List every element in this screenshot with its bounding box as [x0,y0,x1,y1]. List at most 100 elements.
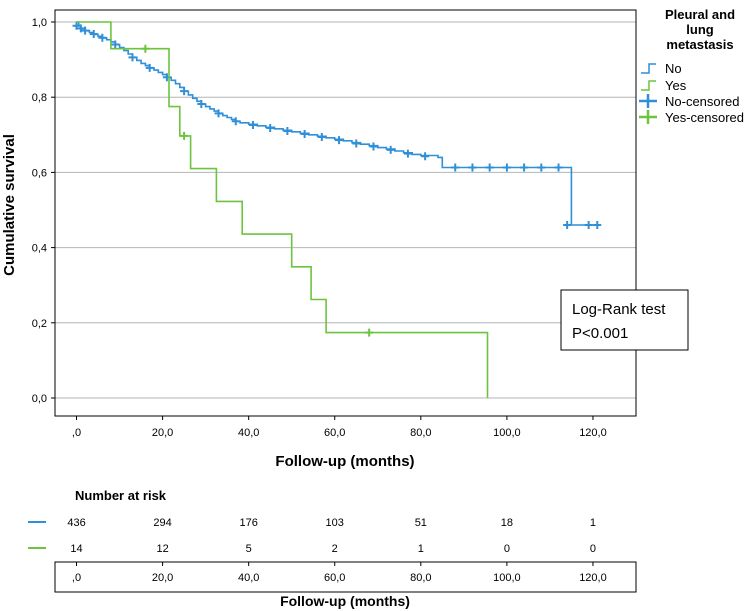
legend-title-line-2: lung [686,22,713,37]
y-tick-label: 0,8 [32,92,47,104]
censor-mark-no [403,149,412,158]
km-line-yes [76,21,489,398]
censor-mark-no [421,152,430,161]
legend-title-line-1: Pleural and [665,7,735,22]
censor-mark-no [352,139,361,148]
risk-x-tick-label: 80,0 [410,572,431,584]
risk-count: 12 [156,543,168,555]
censor-mark-no [128,53,137,62]
legend-swatch [641,63,656,74]
censor-mark-yes [141,44,150,53]
legend-label: Yes-censored [665,110,744,125]
censor-mark-no [214,109,223,118]
censor-mark-no [180,87,189,96]
censor-mark-no [520,163,529,172]
risk-x-tick-label: 20,0 [152,572,173,584]
risk-x-tick-label: ,0 [72,572,81,584]
censor-mark-no [145,63,154,72]
censor-mark-no [451,163,460,172]
y-tick-label: 0,2 [32,318,47,330]
censor-mark-no [593,221,602,230]
censor-mark-no [283,127,292,136]
risk-count: 0 [504,543,510,555]
legend-label: Yes [665,78,687,93]
risk-count: 2 [332,543,338,555]
censor-mark-no [89,30,98,39]
risk-table-frame [54,561,637,593]
risk-x-tick-label: 100,0 [493,572,521,584]
censor-mark-no [468,163,477,172]
censor-mark-no [111,40,120,49]
legend: Pleural and lung metastasis No YesNo-cens… [639,7,744,125]
legend-label: No [665,61,682,76]
risk-x-tick-label: 120,0 [579,572,607,584]
risk-x-tick-label: 40,0 [238,572,259,584]
x-tick-label: 40,0 [238,427,259,439]
censor-mark-no [317,133,326,142]
censor-mark-no [98,33,107,42]
risk-count: 294 [153,517,171,529]
x-tick-label: 120,0 [579,427,607,439]
legend-label: No-censored [665,94,739,109]
censor-mark-no [76,24,85,33]
risk-count: 1 [590,517,596,529]
risk-rows: 436 294 176 103 51 18 1 14 12 5 2 1 0 0 [28,517,596,555]
x-axis-title: Follow-up (months) [275,453,414,470]
y-tick-label: 0,4 [32,243,47,255]
risk-count: 0 [590,543,596,555]
x-tick-label: 80,0 [410,427,431,439]
risk-x-tick-label: 60,0 [324,572,345,584]
plot-frame [54,9,637,417]
risk-count: 1 [418,543,424,555]
risk-count: 51 [415,517,427,529]
censor-mark-no [584,221,593,230]
censor-mark-no [300,130,309,139]
x-tick-label: 100,0 [493,427,521,439]
censor-mark-no [197,99,206,108]
y-tick-label: 0,0 [32,393,47,405]
risk-count: 14 [70,543,82,555]
censor-mark-no [231,117,240,126]
km-line-no [76,21,598,226]
y-tick-label: 0,6 [32,167,47,179]
censor-mark-yes [365,328,374,337]
censor-mark-no [72,21,81,30]
censor-mark-yes [180,131,189,140]
axes [54,9,637,417]
censor-mark-no [386,145,395,154]
censor-mark-no [563,221,572,230]
legend-swatch [641,80,656,91]
risk-x-axis-title: Follow-up (months) [280,593,410,609]
censor-mark-no [266,124,275,133]
risk-x-axis-ticks: ,0 20,0 40,0 60,0 80,0 100,0 120,0 [72,562,607,584]
risk-table: Number at risk 436 294 176 103 51 18 114 12 5 2 1 0… [28,488,637,609]
censor-mark-no [81,26,90,35]
x-tick-label: ,0 [72,427,81,439]
annotation-box [560,289,689,351]
y-axis-title: Cumulative survival [1,134,18,276]
annotation-line-2: P<0.001 [572,325,628,342]
y-axis-ticks: 0,0 0,2 0,4 0,6 0,8 1,0 [32,17,55,405]
grid-lines [55,21,636,399]
censor-mark-no [554,163,563,172]
censor-mark-no [502,163,511,172]
y-tick-label: 1,0 [32,17,47,29]
survival-series [72,21,602,398]
censor-mark-no [369,142,378,151]
risk-count: 176 [239,517,257,529]
legend-title-line-3: metastasis [666,37,733,52]
x-tick-label: 20,0 [152,427,173,439]
censor-mark-no [485,163,494,172]
risk-count: 5 [246,543,252,555]
censor-mark-no [248,121,257,130]
x-axis-ticks: ,0 20,0 40,0 60,0 80,0 100,0 120,0 [72,416,607,439]
censor-mark-no [335,136,344,145]
annotation-line-1: Log-Rank test [572,301,666,318]
legend-swatch [639,94,657,108]
legend-swatch [639,110,657,124]
censor-mark-no [537,163,546,172]
logrank-annotation: Log-Rank test P<0.001 [560,289,689,351]
x-tick-label: 60,0 [324,427,345,439]
